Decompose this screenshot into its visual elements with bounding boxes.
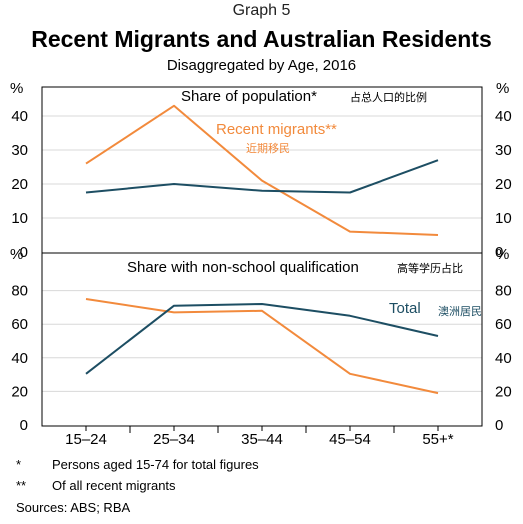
panel-1-series-line-migrants	[85, 104, 439, 236]
footnote-1-text: Persons aged 15-74 for total figures	[52, 457, 259, 472]
panel-2-y-unit-right: %	[496, 246, 509, 263]
panel-1-y-unit-right: %	[496, 80, 509, 97]
footnote-2-text: Of all recent migrants	[52, 478, 176, 493]
x-tick-label: 15–24	[65, 431, 107, 448]
panel-1-y-tick-left: 40	[11, 108, 28, 125]
panel-2-frame	[41, 252, 483, 427]
panel-1-y-tick-right: 30	[495, 142, 512, 159]
panel-2-series-line-migrants	[85, 298, 439, 395]
footnotes: * Persons aged 15-74 for total figures *…	[16, 457, 259, 499]
panel-2-series-label-total: Total	[389, 300, 421, 317]
panel-1-y-tick-left: 0	[20, 244, 28, 261]
panel-1-series-label-migrants: Recent migrants**	[216, 121, 337, 138]
panel-1-title: Share of population*	[181, 88, 317, 105]
panel-2-title-note: 高等学历占比	[397, 261, 463, 275]
panel-2-y-tick-right: 80	[495, 283, 512, 300]
panel-1-y-tick-right: 10	[495, 210, 512, 227]
panel-2-title: Share with non-school qualification	[127, 259, 359, 276]
x-tick-label: 35–44	[241, 431, 283, 448]
panel-2-y-tick-left: 40	[11, 350, 28, 367]
panel-1-series-line-total	[85, 159, 439, 194]
footnote-2-mark: **	[16, 478, 27, 493]
x-tick-label: 45–54	[329, 431, 371, 448]
panel-2-y-tick-left: 80	[11, 283, 28, 300]
x-tick-label: 55+*	[422, 431, 453, 448]
panel-1-y-tick-left: 20	[11, 176, 28, 193]
sources-note: Sources: ABS; RBA	[16, 500, 131, 515]
panel-1-frame	[41, 86, 483, 254]
panel-2-series-note-total: 澳洲居民	[438, 305, 482, 318]
panel-2-series-line-total	[85, 303, 439, 375]
footnote-1: * Persons aged 15-74 for total figures	[16, 457, 259, 478]
panel-1-y-unit-left: %	[10, 80, 23, 97]
panel-2-y-tick-right: 20	[495, 383, 512, 400]
panel-2-y-tick-left: 0	[20, 417, 28, 434]
panel-2-y-unit-left: %	[10, 246, 23, 263]
panel-1-y-tick-right: 40	[495, 108, 512, 125]
chart-title: Recent Migrants and Australian Residents	[31, 26, 492, 52]
chart-subtitle: Disaggregated by Age, 2016	[166, 57, 357, 74]
panel-2-y-tick-left: 20	[11, 383, 28, 400]
footnote-2: ** Of all recent migrants	[16, 478, 259, 499]
panel-2-y-tick-right: 60	[495, 316, 512, 333]
panel-1-y-tick-left: 30	[11, 142, 28, 159]
graph-number: Graph 5	[232, 2, 291, 19]
panel-1-title-note: 占总人口的比例	[350, 90, 427, 104]
panel-2-y-tick-left: 60	[11, 316, 28, 333]
panel-1-y-tick-right: 0	[495, 244, 503, 261]
footnote-1-mark: *	[16, 457, 22, 472]
panel-1-series-note-migrants: 近期移民	[246, 142, 290, 155]
panel-2-y-tick-right: 40	[495, 350, 512, 367]
panel-2-y-tick-right: 0	[495, 417, 503, 434]
x-tick-label: 25–34	[153, 431, 195, 448]
panel-1-y-tick-left: 10	[11, 210, 28, 227]
panel-1-y-tick-right: 20	[495, 176, 512, 193]
